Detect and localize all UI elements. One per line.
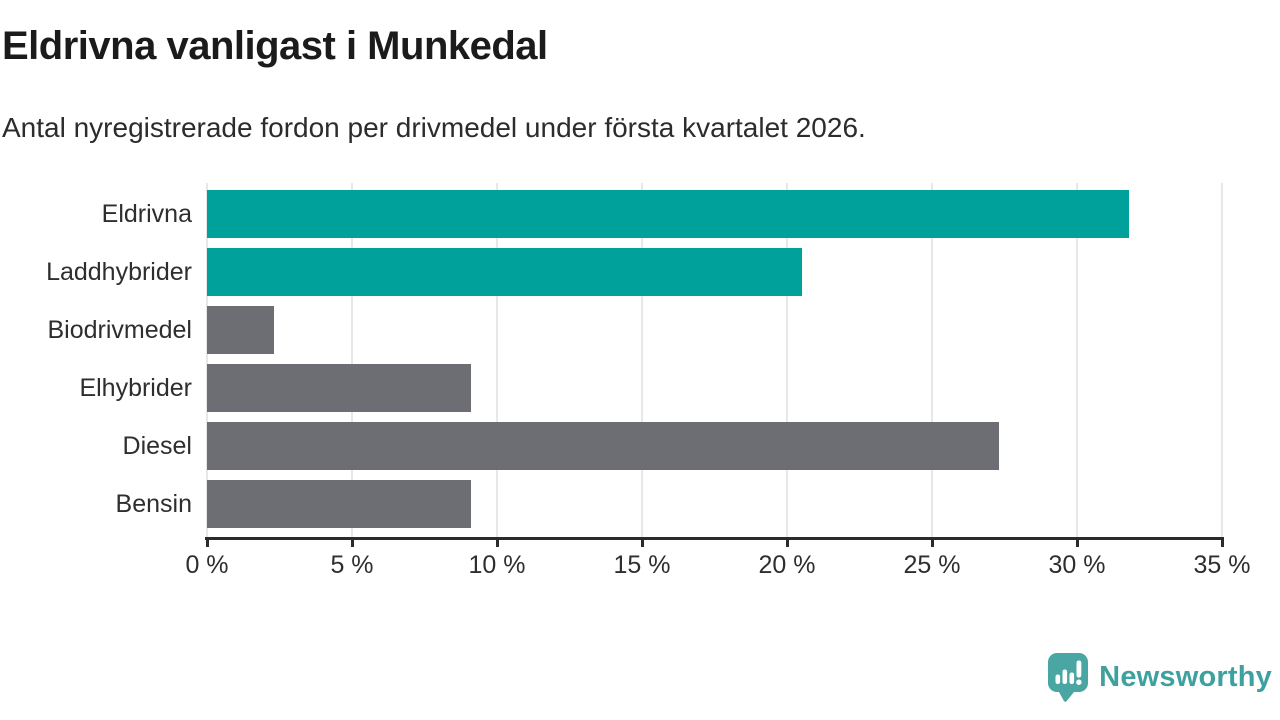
x-axis-tick-label: 0 % [185,551,229,579]
gridline [786,183,788,537]
category-label-eldrivna: Eldrivna [101,200,192,228]
x-axis-line [205,537,1224,540]
x-axis-tick [1075,537,1079,547]
category-label-diesel: Diesel [122,432,192,460]
x-axis-tick [785,537,789,547]
x-axis-tick-label: 20 % [758,551,816,579]
bar-biodrivmedel [207,306,274,354]
x-axis-tick [495,537,499,547]
x-axis-tick-label: 35 % [1193,551,1251,579]
category-label-bensin: Bensin [115,490,192,518]
gridline [931,183,933,537]
bar-chart: Eldrivna vanligast i Munkedal Antal nyre… [2,24,1250,579]
chart-subtitle: Antal nyregistrerade fordon per drivmede… [2,112,866,143]
category-label-laddhybrider: Laddhybrider [46,258,192,286]
category-label-elhybrider: Elhybrider [79,374,192,402]
gridline [1221,183,1223,537]
x-axis-tick [205,537,209,547]
x-axis-tick [930,537,934,547]
x-axis-tick [1220,537,1224,547]
x-axis-tick [350,537,354,547]
newsworthy-brand-text: Newsworthy [1099,660,1272,693]
gridline [641,183,643,537]
bar-diesel [207,422,999,470]
bar-laddhybrider [207,248,802,296]
bar-bensin [207,480,471,528]
x-axis-tick-label: 15 % [613,551,671,579]
chart-title: Eldrivna vanligast i Munkedal [2,24,548,68]
x-axis-tick-label: 25 % [903,551,961,579]
gridline [351,183,353,537]
bar-elhybrider [207,364,471,412]
gridline [496,183,498,537]
x-axis: 0 % 5 % 10 % 15 % 20 % 25 % 30 % 35 % [185,537,1250,579]
plot-area [206,183,1223,537]
newsworthy-speech-bubble-chart-icon [1048,653,1089,702]
category-label-biodrivmedel: Biodrivmedel [47,316,192,344]
x-axis-tick [640,537,644,547]
x-axis-tick-label: 30 % [1048,551,1106,579]
gridline [206,183,208,537]
x-axis-tick-label: 10 % [468,551,526,579]
gridline [1076,183,1078,537]
x-axis-tick-label: 5 % [330,551,374,579]
newsworthy-logo: Newsworthy [1047,652,1272,702]
bar-eldrivna [207,190,1130,238]
